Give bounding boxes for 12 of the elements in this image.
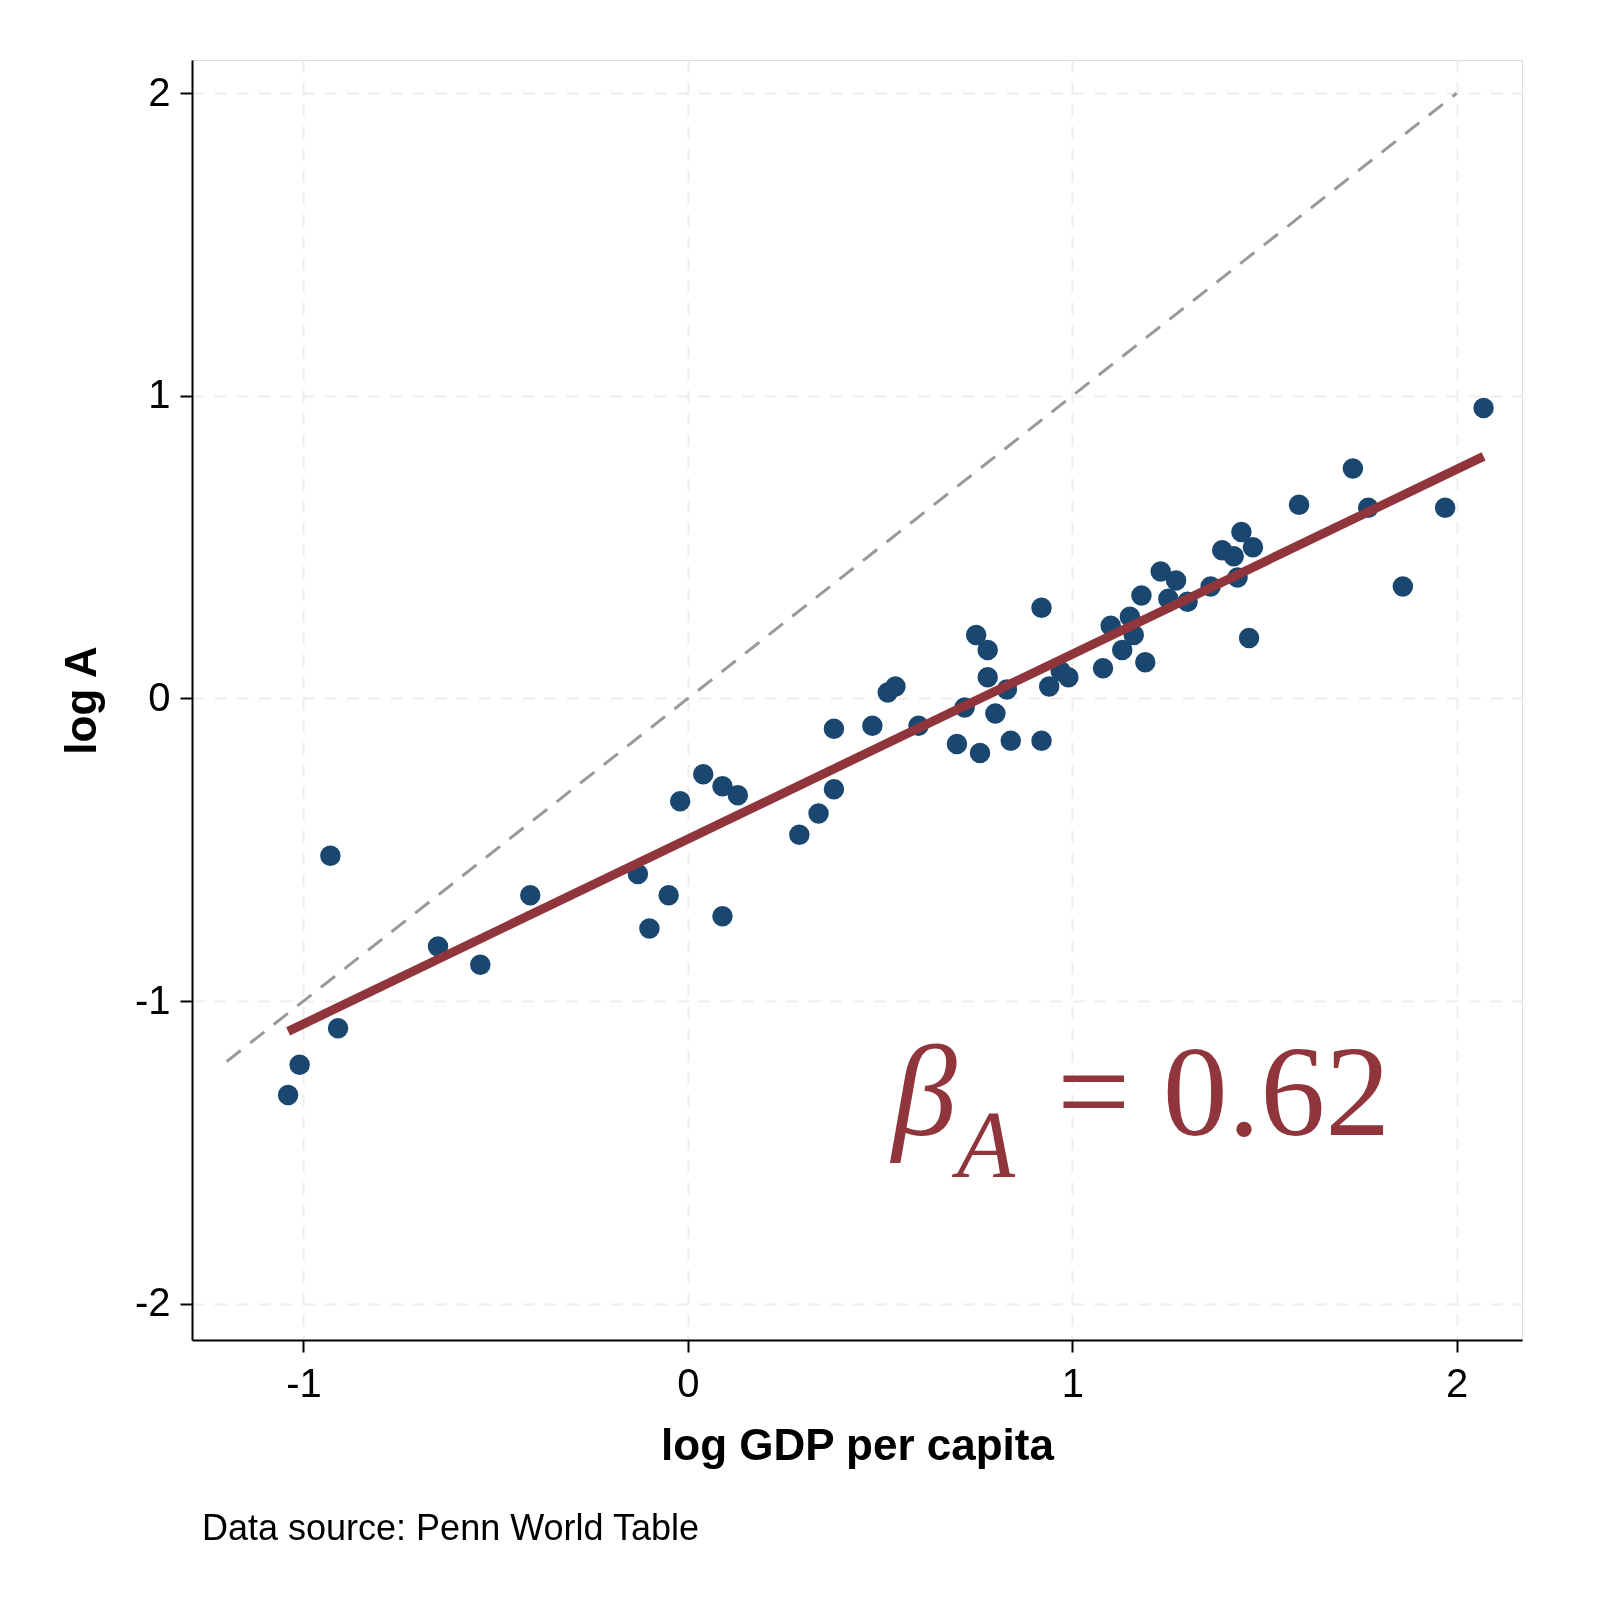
x-tick-label: 0 xyxy=(677,1360,700,1405)
x-tick-label: 1 xyxy=(1061,1360,1084,1405)
y-tick-label: -2 xyxy=(134,1280,171,1325)
source-note: Data source: Penn World Table xyxy=(202,1507,699,1548)
y-tick-label: 2 xyxy=(148,69,171,114)
y-tick-label: -1 xyxy=(134,977,171,1022)
y-tick-label: 0 xyxy=(148,674,171,719)
x-tick-label: 2 xyxy=(1446,1360,1469,1405)
y-tick-label: 1 xyxy=(148,372,171,417)
x-tick-label: -1 xyxy=(286,1360,322,1405)
y-axis-title: log A xyxy=(55,646,105,755)
x-axis-title: log GDP per capita xyxy=(661,1419,1055,1469)
